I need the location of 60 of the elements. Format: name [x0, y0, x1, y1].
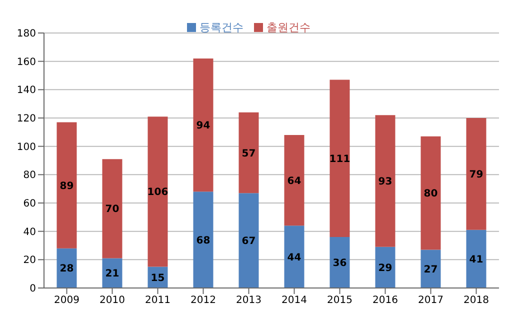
x-tick-label: 2016 [372, 295, 398, 306]
data-label: 79 [469, 170, 484, 181]
legend-label: 출원건수 [266, 21, 310, 34]
bar [420, 136, 441, 250]
data-label: 106 [147, 187, 168, 198]
bar [238, 112, 259, 194]
bar [284, 226, 304, 288]
bar [193, 192, 214, 288]
x-tick-label: 2012 [190, 295, 216, 306]
bar [102, 159, 122, 258]
x-tick-label: 2009 [54, 295, 80, 306]
bar [193, 58, 214, 192]
y-tick-label: 80 [23, 170, 36, 182]
y-tick-label: 20 [23, 255, 36, 266]
data-label: 111 [329, 154, 350, 165]
bar [375, 246, 396, 288]
x-tick-label: 2018 [464, 295, 489, 306]
x-tick-label: 2013 [236, 295, 262, 306]
bar [330, 80, 350, 237]
x-tick-label: 2017 [418, 295, 444, 306]
bar [466, 118, 486, 230]
bar [284, 135, 304, 226]
bar [420, 250, 441, 288]
y-tick-label: 160 [16, 56, 36, 68]
data-label: 44 [287, 252, 302, 264]
bar [375, 115, 396, 247]
data-label: 28 [60, 264, 74, 275]
y-tick-label: 180 [16, 28, 36, 40]
legend-label: 등록건수 [200, 21, 244, 34]
data-label: 21 [105, 268, 120, 280]
data-label: 29 [378, 263, 392, 274]
x-tick-label: 2014 [282, 295, 307, 306]
data-label: 57 [242, 148, 256, 160]
bar [238, 193, 259, 288]
data-label: 67 [242, 236, 256, 248]
data-label: 36 [332, 258, 347, 270]
y-tick-label: 100 [16, 142, 36, 153]
data-label: 93 [378, 176, 392, 188]
data-label: 15 [150, 272, 165, 284]
data-label: 68 [196, 235, 210, 246]
bar [466, 230, 486, 288]
y-tick-label: 0 [30, 284, 36, 295]
y-tick-label: 40 [23, 226, 36, 238]
bar [330, 237, 350, 288]
data-label: 70 [105, 204, 120, 216]
bar [56, 122, 77, 248]
data-label: 41 [469, 254, 484, 266]
bar [56, 248, 77, 288]
y-tick-label: 140 [16, 85, 36, 96]
x-tick-label: 2015 [327, 295, 352, 306]
x-tick-label: 2010 [100, 295, 125, 306]
data-label: 64 [287, 176, 302, 187]
data-label: 80 [424, 188, 438, 200]
bar [148, 116, 168, 267]
data-label: 89 [60, 180, 74, 192]
x-tick-label: 2011 [145, 295, 170, 306]
y-tick-label: 60 [23, 198, 36, 210]
data-label: 94 [196, 120, 210, 132]
data-label: 27 [424, 264, 438, 276]
y-tick-label: 120 [16, 114, 36, 125]
